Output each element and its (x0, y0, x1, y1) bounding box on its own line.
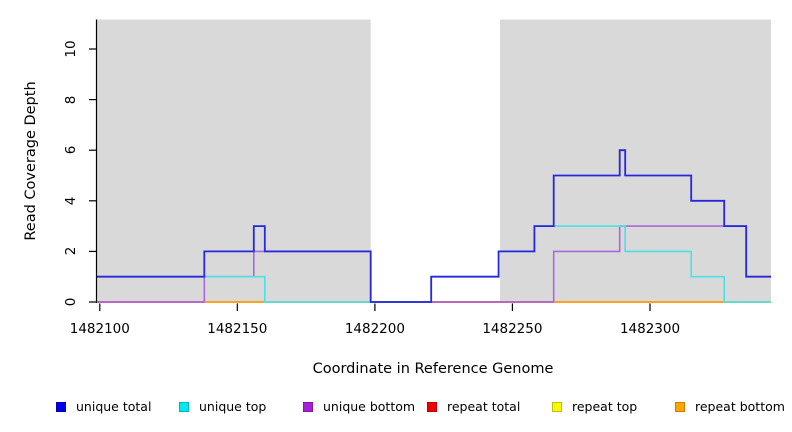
legend-item-unique-bottom: unique bottom (303, 399, 415, 414)
legend: unique total unique top unique bottom re… (0, 399, 792, 419)
repeat-bottom-swatch-icon (675, 401, 685, 412)
series-line-unique-total (97, 149, 771, 303)
background-band-1 (500, 19, 771, 303)
unique-total-swatch-icon (56, 401, 66, 412)
x-tick-label-1482150: 1482150 (207, 321, 268, 337)
x-tick-label-1482250: 1482250 (482, 321, 543, 337)
repeat-total-swatch-icon (427, 401, 437, 412)
x-tick-label-1482300: 1482300 (619, 321, 681, 337)
unique-top-swatch-icon (179, 401, 189, 412)
repeat-top-swatch-icon (552, 401, 562, 412)
unique-bottom-swatch-icon (303, 401, 313, 412)
x-tick-label-1482200: 1482200 (344, 321, 405, 337)
legend-item-repeat-top: repeat top (552, 399, 637, 414)
legend-item-unique-total: unique total (56, 399, 151, 414)
legend-item-unique-top: unique top (179, 399, 266, 414)
x-axis-title: Coordinate in Reference Genome (312, 361, 554, 377)
background-band-0 (97, 19, 371, 303)
legend-item-repeat-bottom: repeat bottom (675, 399, 785, 414)
y-axis-title-text: Read Coverage Depth (23, 81, 39, 241)
x-tick-label-1482100: 1482100 (69, 321, 130, 337)
legend-item-repeat-total: repeat total (427, 399, 520, 414)
